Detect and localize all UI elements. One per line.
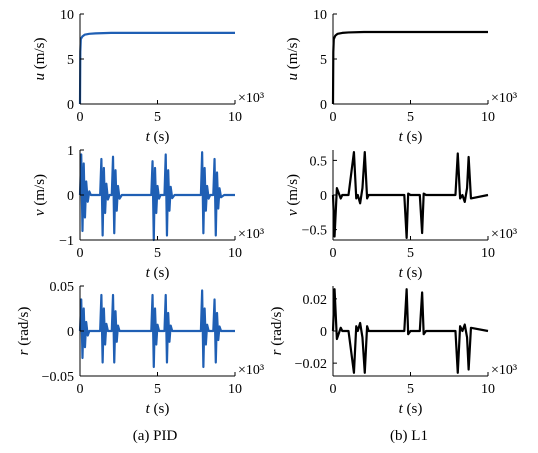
y-tick-label: 0 — [320, 189, 327, 204]
y-axis-label: v (m/s) — [32, 174, 48, 216]
x-multiplier-label: ×10³ — [491, 363, 517, 378]
x-tick-label: 5 — [154, 246, 161, 261]
x-multiplier-label: ×10³ — [491, 227, 517, 242]
x-tick-label: 5 — [407, 382, 414, 397]
y-axis-label: u (m/s) — [32, 38, 48, 81]
y-tick-label: 0 — [320, 98, 327, 113]
x-tick-label: 10 — [228, 246, 242, 261]
panel-pid-u: 0 5 10 0 5 10 ×10³ t (s) u (m/s) — [32, 8, 264, 145]
x-tick-label: 10 — [228, 382, 242, 397]
x-axis-label: t (s) — [146, 401, 170, 417]
x-axis-label: t (s) — [146, 265, 170, 281]
x-tick-label: 0 — [77, 110, 84, 125]
y-axis-label: u (m/s) — [285, 38, 301, 81]
y-tick-label: 1 — [67, 144, 74, 159]
series-line — [78, 289, 235, 369]
y-tick-label: 5 — [320, 53, 327, 68]
series-line — [331, 30, 488, 105]
series-line — [331, 288, 489, 374]
x-tick-label: 0 — [330, 382, 337, 397]
x-tick-label: 10 — [228, 110, 242, 125]
y-tick-label: −0.05 — [42, 370, 74, 385]
series-line — [78, 31, 235, 105]
x-tick-label: 5 — [407, 110, 414, 125]
x-tick-label: 5 — [154, 382, 161, 397]
x-tick-label: 10 — [481, 246, 495, 261]
y-tick-label: 0 — [67, 98, 74, 113]
caption-l1: (b) L1 — [390, 428, 428, 444]
x-tick-label: 0 — [77, 382, 84, 397]
y-tick-label: 10 — [60, 8, 74, 23]
x-tick-label: 10 — [481, 110, 495, 125]
y-axis-label: v (m/s) — [285, 174, 301, 216]
series-line — [78, 151, 235, 242]
y-tick-label: 5 — [67, 53, 74, 68]
x-multiplier-label: ×10³ — [238, 227, 264, 242]
y-tick-label: 0 — [67, 189, 74, 204]
x-tick-label: 5 — [407, 246, 414, 261]
x-axis-label: t (s) — [399, 129, 423, 145]
y-tick-label: 0 — [320, 325, 327, 340]
x-multiplier-label: ×10³ — [238, 91, 264, 106]
x-axis-label: t (s) — [399, 265, 423, 281]
y-axis-label: r (rad/s) — [269, 307, 285, 356]
x-multiplier-label: ×10³ — [491, 91, 517, 106]
x-axis-label: t (s) — [399, 401, 423, 417]
y-tick-label: 0.05 — [50, 280, 75, 295]
y-tick-label: 0.02 — [303, 293, 328, 308]
x-axis-label: t (s) — [146, 129, 170, 145]
y-tick-label: 0.5 — [310, 154, 328, 169]
y-tick-label: −1 — [59, 234, 74, 249]
x-tick-label: 5 — [154, 110, 161, 125]
x-tick-label: 0 — [330, 110, 337, 125]
x-tick-label: 0 — [330, 246, 337, 261]
caption-pid: (a) PID — [133, 428, 178, 444]
x-multiplier-label: ×10³ — [238, 363, 264, 378]
x-tick-label: 10 — [481, 382, 495, 397]
y-tick-label: −0.5 — [302, 224, 327, 239]
panel-l1-u: 0 5 10 0 5 10 ×10³ t (s) u (m/s) — [285, 8, 517, 145]
x-tick-label: 0 — [77, 246, 84, 261]
y-tick-label: 0 — [67, 325, 74, 340]
y-tick-label: −0.02 — [295, 357, 327, 372]
y-axis-label: r (rad/s) — [16, 307, 32, 356]
y-tick-label: 10 — [313, 8, 327, 23]
series-line — [331, 150, 489, 240]
